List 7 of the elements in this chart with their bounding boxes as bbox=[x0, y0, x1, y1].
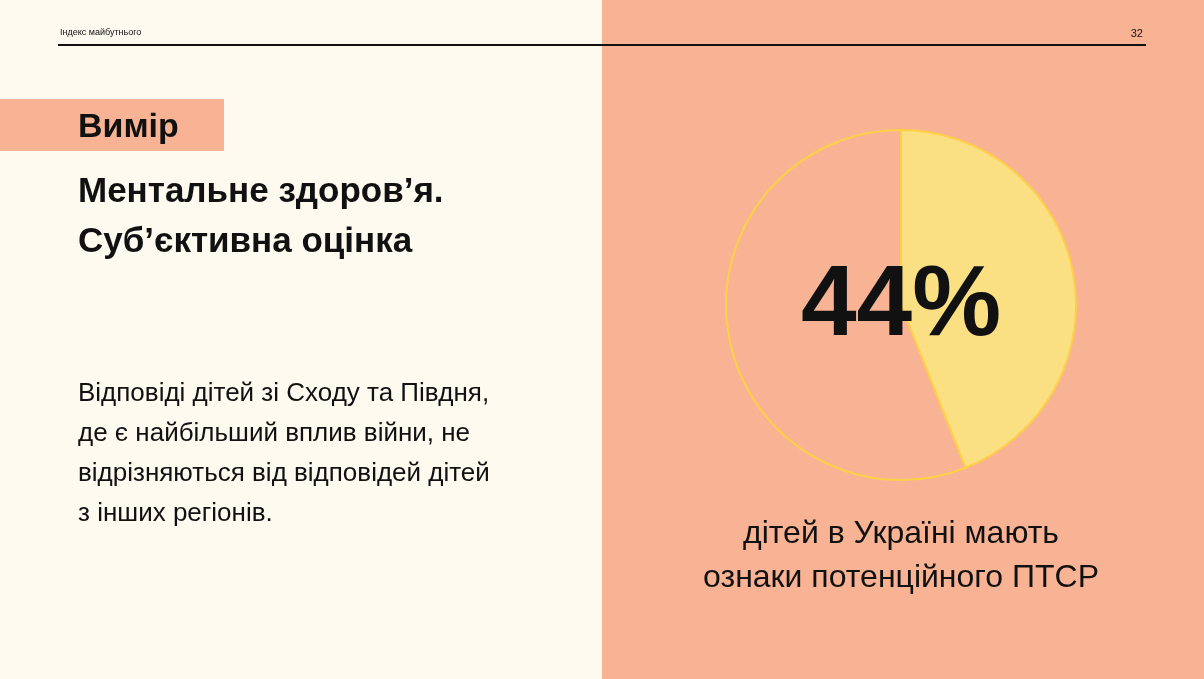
text: 32 bbox=[1129, 27, 1143, 39]
text: Вимір bbox=[0, 99, 224, 151]
text: Індекс майбутнього bbox=[60, 27, 142, 37]
text: дітей в Україні мають ознаки потенційного ПТСР bbox=[702, 513, 1100, 596]
data-label: 44% bbox=[800, 243, 1002, 356]
text: Ментальне здоров’я. Суб’єктивна оцінка bbox=[78, 169, 445, 261]
text: Відповіді дітей зі Сходу та Півдня, де є найбільший вплив війни, не відрізняються від відповідей дітей з інших регіонів. bbox=[78, 376, 491, 529]
